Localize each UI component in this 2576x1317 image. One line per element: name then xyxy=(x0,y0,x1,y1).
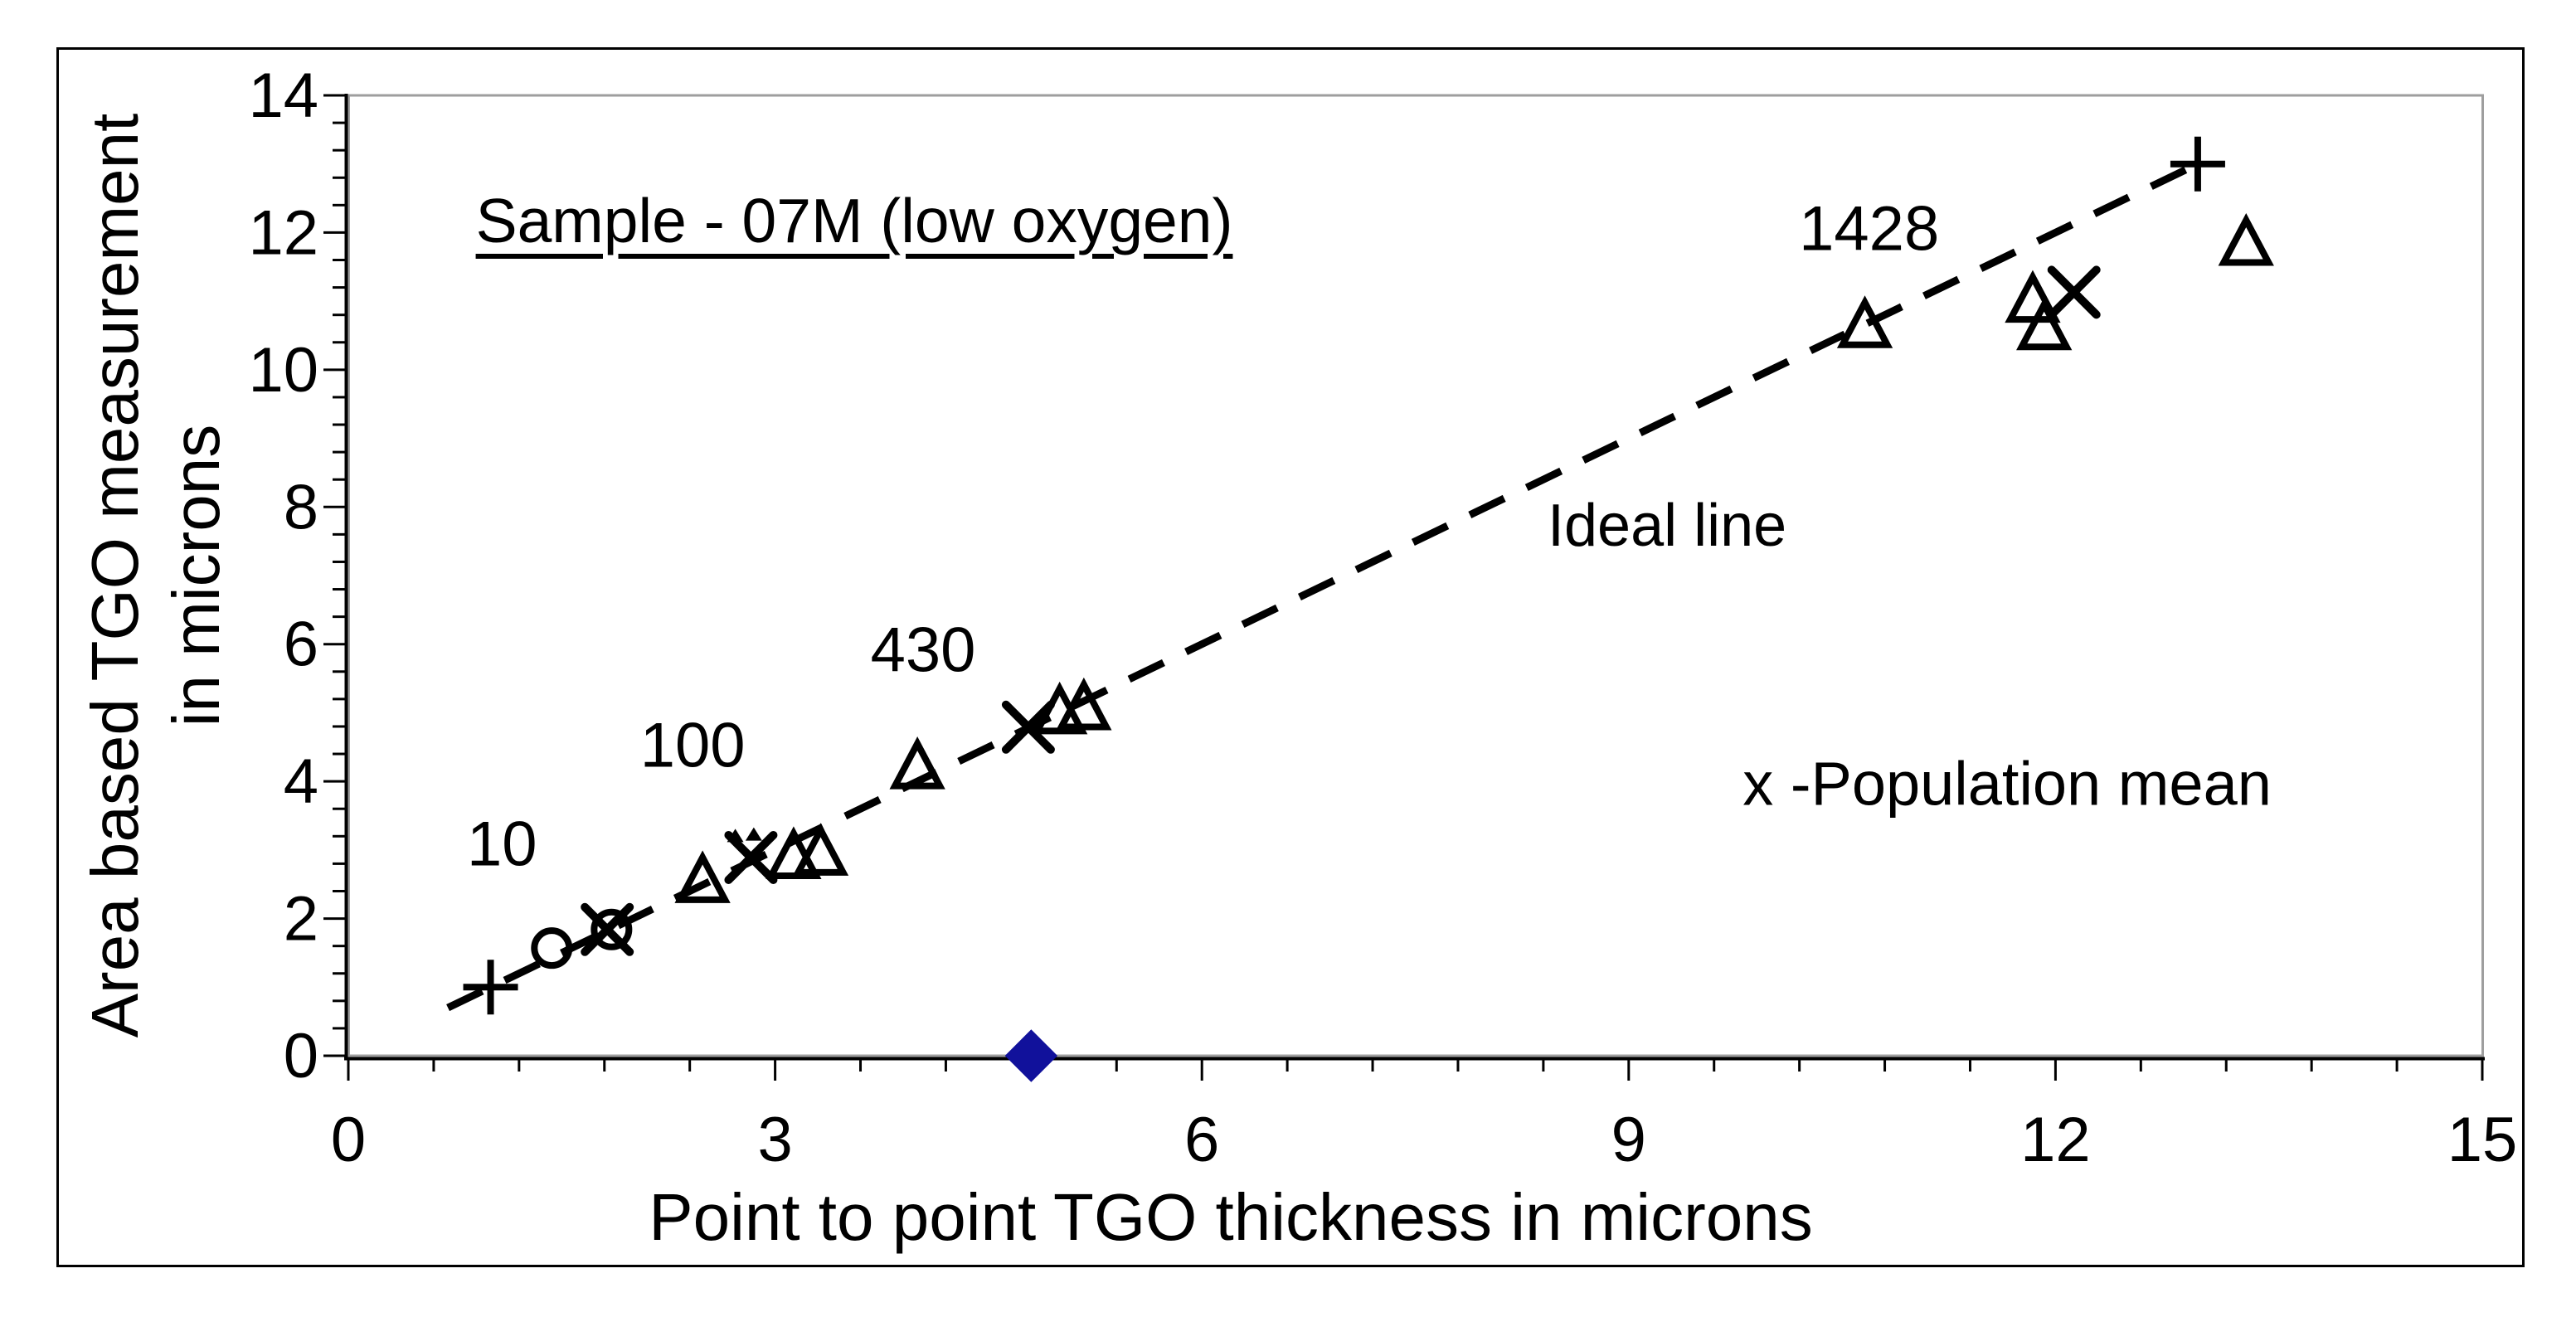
y-tick-label: 12 xyxy=(248,197,318,268)
x-marker xyxy=(1001,700,1055,754)
point-label-100: 100 xyxy=(639,710,746,781)
x-tick-label: 15 xyxy=(2447,1105,2518,1175)
x-marker xyxy=(724,830,778,884)
x-tick-label: 0 xyxy=(331,1105,366,1175)
triangle-marker xyxy=(1056,677,1112,731)
x-marker xyxy=(581,902,634,956)
x-marker xyxy=(2047,265,2101,319)
x-axis-title: Point to point TGO thickness in microns xyxy=(649,1180,1813,1254)
circle-marker xyxy=(591,908,633,950)
y-tick-label: 8 xyxy=(284,472,318,542)
y-tick-label: 4 xyxy=(284,746,318,817)
x-tick-label: 9 xyxy=(1611,1105,1646,1175)
dot-marker xyxy=(727,829,744,843)
triangle-marker xyxy=(792,823,849,876)
chart-title-annotation: Sample - 07M (low oxygen) xyxy=(475,186,1233,255)
triangle-marker xyxy=(2016,297,2073,351)
triangle-marker xyxy=(889,736,945,790)
triangle-marker xyxy=(1836,295,1893,348)
ideal-line-label: Ideal line xyxy=(1548,493,1787,560)
y-tick-label: 14 xyxy=(248,61,318,131)
circle-marker xyxy=(531,927,573,970)
x-tick-label: 6 xyxy=(1184,1105,1219,1175)
population-mean-legend-note: x -Population mean xyxy=(1742,749,2272,819)
dot-marker xyxy=(745,827,762,841)
y-tick-label: 2 xyxy=(284,884,318,955)
x-tick-label: 3 xyxy=(757,1105,792,1175)
point-label-1428: 1428 xyxy=(1799,193,1940,265)
y-tick-label: 10 xyxy=(248,335,318,406)
point-label-430: 430 xyxy=(870,615,976,686)
x-tick-label: 12 xyxy=(2020,1105,2091,1175)
triangle-marker xyxy=(2218,212,2274,266)
diamond-marker xyxy=(1004,1029,1058,1082)
ideal-dashed-line xyxy=(446,160,2199,1012)
plot-area-border xyxy=(348,94,2484,1057)
y-axis-title-line1: Area based TGO measurement xyxy=(78,113,152,1038)
y-tick-label: 6 xyxy=(284,610,318,680)
point-label-10: 10 xyxy=(466,809,537,880)
figure-border xyxy=(56,47,2525,1267)
y-tick-label: 0 xyxy=(284,1021,318,1091)
y-axis-title: Area based TGO measurement in microns xyxy=(75,114,237,1038)
triangle-marker xyxy=(674,850,731,903)
y-axis-title-line2: in microns xyxy=(159,424,233,727)
